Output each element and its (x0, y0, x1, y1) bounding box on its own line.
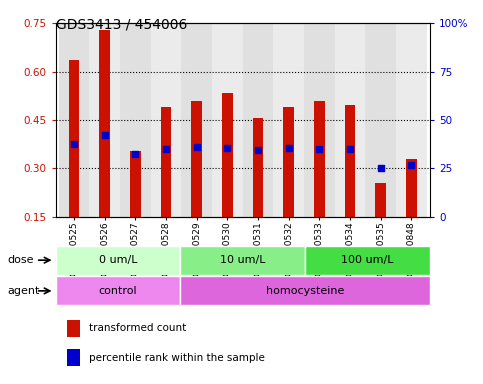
Bar (161, 107, 171, 217)
Point (408, 162, 415, 168)
Text: GDS3413 / 454006: GDS3413 / 454006 (56, 17, 187, 31)
FancyBboxPatch shape (56, 276, 180, 305)
Bar (120, 23, 151, 217)
Bar (67, 349, 80, 366)
Bar (366, 23, 396, 217)
Text: dose: dose (7, 255, 34, 265)
Point (70, 141, 78, 147)
Bar (130, 151, 141, 217)
Text: 100 um/L: 100 um/L (341, 255, 394, 265)
Bar (191, 101, 202, 217)
Bar (69, 60, 79, 217)
Text: transformed count: transformed count (89, 323, 186, 333)
Text: 0 um/L: 0 um/L (99, 255, 137, 265)
Bar (67, 320, 80, 337)
Text: control: control (99, 286, 137, 296)
Point (377, 166, 384, 172)
Point (101, 131, 109, 137)
Bar (273, 23, 304, 217)
FancyBboxPatch shape (305, 246, 430, 275)
Bar (253, 118, 263, 217)
Point (285, 145, 293, 151)
FancyBboxPatch shape (56, 246, 180, 275)
Text: 10 um/L: 10 um/L (220, 255, 266, 265)
Bar (314, 101, 325, 217)
Point (224, 145, 231, 151)
Bar (181, 23, 212, 217)
Point (346, 146, 354, 152)
Bar (345, 106, 355, 217)
Bar (396, 23, 427, 217)
Point (193, 144, 200, 151)
FancyBboxPatch shape (180, 246, 305, 275)
Bar (335, 23, 366, 217)
FancyBboxPatch shape (180, 276, 430, 305)
Text: homocysteine: homocysteine (266, 286, 344, 296)
Bar (284, 107, 294, 217)
Point (254, 147, 262, 153)
Bar (212, 23, 243, 217)
Point (315, 146, 323, 152)
Text: agent: agent (7, 286, 40, 296)
Bar (89, 23, 120, 217)
Bar (99, 30, 110, 217)
Bar (375, 183, 386, 217)
Bar (151, 23, 181, 217)
Point (131, 151, 139, 157)
Bar (406, 159, 417, 217)
Bar (243, 23, 273, 217)
Bar (304, 23, 335, 217)
Point (162, 146, 170, 152)
Text: percentile rank within the sample: percentile rank within the sample (89, 353, 265, 363)
Bar (58, 23, 89, 217)
Bar (222, 93, 233, 217)
